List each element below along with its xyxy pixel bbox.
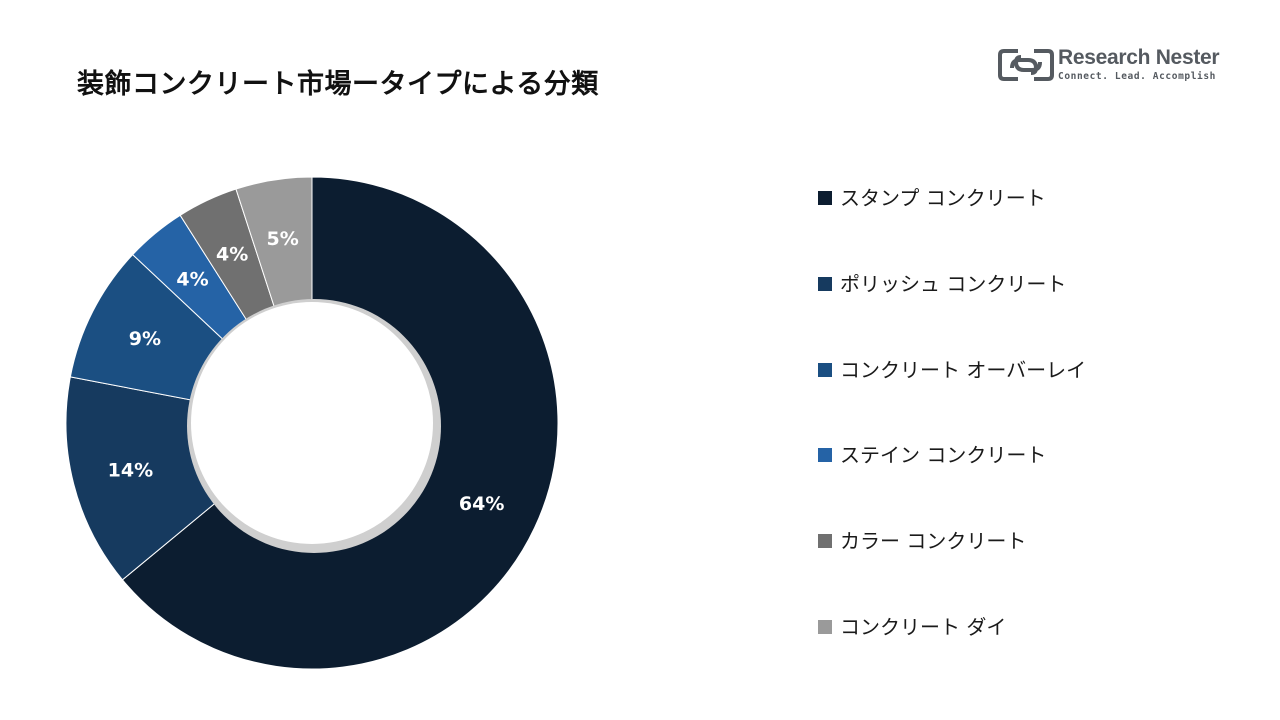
legend-swatch-1 bbox=[818, 277, 832, 291]
research-nester-logo: Research Nester Connect. Lead. Accomplis… bbox=[998, 46, 1220, 86]
legend-swatch-4 bbox=[818, 534, 832, 548]
legend-label-1: ポリッシュ コンクリート bbox=[840, 272, 1067, 296]
legend-label-4: カラー コンクリート bbox=[840, 529, 1027, 553]
donut-data-label-1: 14% bbox=[108, 460, 153, 482]
legend-label-0: スタンプ コンクリート bbox=[840, 186, 1046, 210]
logo-mark-icon bbox=[998, 49, 1054, 81]
donut-data-label-0: 64% bbox=[459, 493, 504, 515]
legend-label-5: コンクリート ダイ bbox=[840, 615, 1007, 639]
logo-name: Research Nester bbox=[1058, 46, 1220, 69]
legend-swatch-0 bbox=[818, 191, 832, 205]
donut-data-label-5: 5% bbox=[267, 228, 299, 250]
legend-swatch-3 bbox=[818, 448, 832, 462]
donut-data-label-4: 4% bbox=[216, 243, 248, 265]
donut-data-label-2: 9% bbox=[129, 328, 161, 350]
donut-hole bbox=[191, 302, 433, 544]
donut-chart: 64% 14% 9% 4% 4% 5% bbox=[65, 176, 559, 670]
logo-tagline: Connect. Lead. Accomplish bbox=[1058, 71, 1216, 82]
legend-swatch-2 bbox=[818, 363, 832, 377]
legend-swatch-5 bbox=[818, 620, 832, 634]
page-title: 装飾コンクリート市場ータイプによる分類 bbox=[77, 69, 599, 100]
donut-data-label-3: 4% bbox=[176, 269, 208, 291]
legend-label-3: ステイン コンクリート bbox=[840, 443, 1047, 467]
legend-label-2: コンクリート オーバーレイ bbox=[840, 358, 1087, 382]
